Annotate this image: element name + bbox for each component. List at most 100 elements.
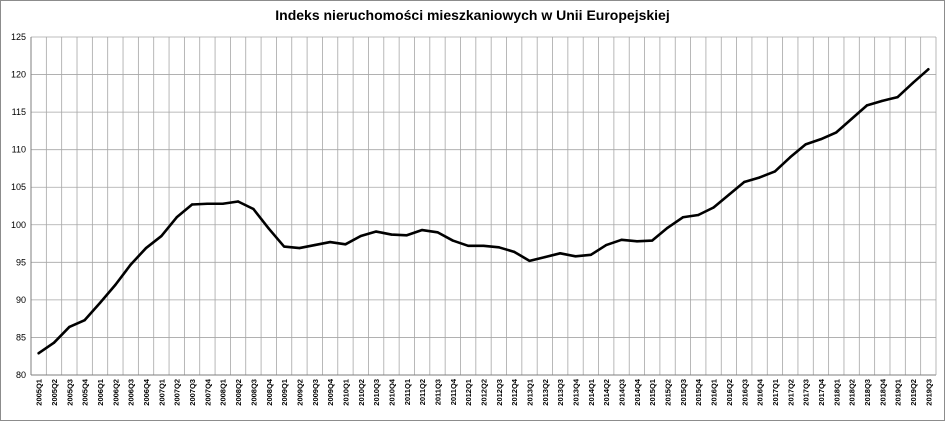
x-tick-label: 2013Q4: [572, 378, 581, 406]
data-point: [804, 143, 807, 146]
data-point: [175, 216, 178, 219]
data-point: [651, 239, 654, 242]
horizontal-gridlines: [31, 36, 936, 376]
y-tick-label: 120: [11, 70, 26, 80]
data-point: [789, 155, 792, 159]
x-tick-label: 2007Q1: [157, 379, 166, 406]
x-tick-label: 2018Q4: [878, 378, 887, 406]
data-point: [605, 243, 608, 247]
data-point: [267, 227, 270, 230]
data-point: [712, 206, 715, 209]
series-line-group: [37, 68, 930, 355]
x-tick-label: 2012Q1: [464, 379, 473, 406]
x-tick-label: 2016Q4: [756, 378, 765, 406]
x-tick-label: 2009Q3: [311, 379, 320, 406]
data-point: [681, 216, 685, 219]
x-tick-label: 2018Q3: [863, 379, 872, 406]
data-point: [835, 131, 838, 134]
y-tick-label: 90: [16, 295, 26, 305]
data-point: [206, 202, 209, 205]
data-point: [497, 246, 501, 249]
x-tick-label: 2008Q4: [265, 378, 274, 406]
data-point: [114, 283, 117, 287]
data-point: [666, 226, 669, 229]
x-tick-label: 2012Q3: [495, 379, 504, 406]
x-tick-label: 2015Q1: [648, 379, 657, 406]
data-point: [129, 263, 132, 266]
data-point: [865, 104, 869, 107]
x-tick-label: 2009Q1: [280, 379, 289, 406]
x-tick-label: 2006Q2: [111, 379, 120, 406]
x-tick-label: 2013Q2: [541, 379, 550, 406]
x-tick-label: 2011Q3: [433, 379, 442, 405]
x-tick-label: 2016Q3: [740, 379, 749, 406]
data-point: [850, 117, 853, 121]
data-point: [390, 233, 393, 236]
data-point: [881, 99, 884, 103]
data-point: [144, 246, 148, 250]
x-tick-label: 2012Q4: [510, 378, 519, 406]
x-tick-label: 2019Q2: [909, 379, 918, 406]
x-tick-label: 2017Q2: [786, 379, 795, 406]
data-point: [236, 200, 240, 203]
x-tick-label: 2007Q4: [203, 378, 212, 406]
x-tick-label: 2011Q4: [449, 378, 458, 405]
x-tick-label: 2011Q2: [418, 379, 427, 405]
data-point: [298, 246, 301, 250]
x-tick-label: 2015Q3: [679, 379, 688, 406]
x-tick-label: 2016Q2: [725, 379, 734, 406]
x-tick-label: 2008Q3: [249, 379, 258, 406]
x-tick-label: 2011Q1: [403, 379, 412, 405]
x-tick-label: 2010Q4: [387, 378, 396, 406]
data-point: [482, 244, 485, 248]
x-tick-label: 2017Q1: [771, 379, 780, 406]
data-point: [635, 240, 639, 243]
data-point: [98, 301, 102, 305]
data-point: [160, 234, 163, 238]
x-tick-label: 2013Q1: [526, 379, 535, 406]
x-tick-label: 2014Q4: [633, 378, 642, 406]
x-tick-label: 2009Q2: [295, 379, 304, 406]
data-point: [344, 243, 347, 246]
x-tick-label: 2007Q2: [173, 379, 182, 406]
x-tick-label: 2006Q1: [96, 379, 105, 406]
data-point: [574, 255, 577, 258]
data-point: [359, 234, 362, 238]
x-tick-label: 2019Q3: [924, 379, 933, 406]
vertical-gridlines: [45, 37, 922, 375]
x-tick-label: 2019Q1: [894, 379, 903, 406]
x-tick-label: 2006Q3: [127, 379, 136, 406]
x-tick-label: 2010Q2: [357, 379, 366, 406]
data-point: [743, 180, 746, 184]
x-tick-labels: 2005Q1 2005Q2 2005Q3 2005Q4 2006Q1 2006Q2 2006…: [35, 378, 934, 406]
data-point: [927, 68, 930, 71]
y-tick-label: 115: [12, 107, 26, 117]
data-point: [773, 170, 777, 173]
x-tick-label: 2010Q1: [341, 379, 350, 406]
data-point: [819, 137, 823, 141]
data-point: [512, 250, 516, 254]
x-tick-label: 2005Q2: [50, 379, 59, 406]
data-point: [620, 238, 623, 241]
data-point: [328, 240, 332, 244]
x-tick-label: 2008Q2: [234, 379, 243, 406]
data-point: [697, 213, 700, 217]
x-tick-label: 2017Q3: [802, 379, 811, 406]
x-tick-label: 2005Q1: [35, 379, 44, 406]
data-point: [83, 318, 86, 322]
y-tick-label: 95: [16, 257, 26, 267]
x-tick-label: 2017Q4: [817, 378, 826, 406]
data-point: [543, 255, 547, 259]
data-point: [252, 207, 255, 211]
y-tick-label: 105: [11, 182, 26, 192]
data-point: [52, 341, 56, 344]
data-point: [374, 230, 378, 233]
x-tick-label: 2008Q1: [219, 379, 228, 406]
chart-title: Indeks nieruchomości mieszkaniowych w Un…: [275, 7, 670, 23]
y-tick-label: 85: [16, 332, 26, 342]
data-point: [221, 202, 224, 205]
x-tick-label: 2014Q2: [602, 379, 611, 406]
x-tick-label: 2018Q1: [832, 379, 841, 406]
data-point: [727, 193, 731, 196]
